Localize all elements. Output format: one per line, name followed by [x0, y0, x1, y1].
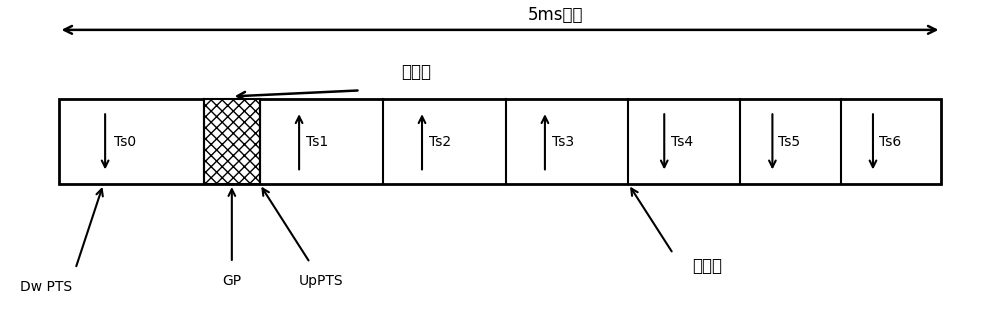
- Text: Ts4: Ts4: [671, 135, 693, 149]
- Text: Ts1: Ts1: [306, 135, 329, 149]
- Text: 切换点: 切换点: [692, 257, 722, 275]
- Text: Ts2: Ts2: [429, 135, 452, 149]
- Text: 切换点: 切换点: [401, 63, 431, 81]
- Text: 5ms子帧: 5ms子帧: [528, 6, 584, 24]
- Text: Dw PTS: Dw PTS: [20, 280, 72, 294]
- Text: Ts6: Ts6: [879, 135, 901, 149]
- Bar: [59, 100, 941, 184]
- Text: UpPTS: UpPTS: [299, 274, 344, 288]
- Text: Ts5: Ts5: [778, 135, 801, 149]
- Text: GP: GP: [222, 274, 241, 288]
- Bar: [204, 100, 260, 184]
- Text: Ts0: Ts0: [114, 135, 136, 149]
- Bar: [204, 100, 260, 184]
- Text: Ts3: Ts3: [552, 135, 574, 149]
